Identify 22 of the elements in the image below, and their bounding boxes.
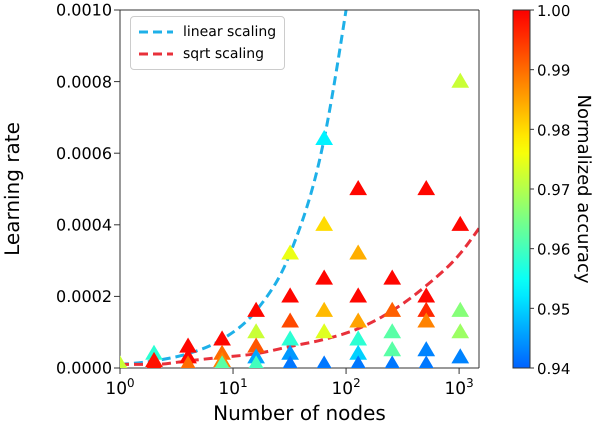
y-tick-label: 0.0004 — [56, 215, 112, 234]
color-bar-label: 0.94 — [537, 360, 570, 378]
x-tick-label: 10$^{1}$ — [218, 376, 248, 399]
legend-label: sqrt scaling — [183, 46, 264, 62]
x-axis-title: Number of nodes — [213, 401, 386, 425]
x-tick-label: 10$^{3}$ — [444, 376, 474, 399]
color-bar-label: 1.00 — [537, 2, 570, 20]
legend-label: linear scaling — [183, 24, 276, 40]
x-tick-label: 10$^{2}$ — [331, 376, 361, 399]
y-tick-label: 0.0000 — [56, 358, 112, 378]
y-axis-title: Learning rate — [0, 122, 24, 256]
color-bar-label: 0.98 — [537, 121, 570, 140]
x-tick-label: 10$^{0}$ — [105, 376, 135, 399]
color-bar-label: 0.99 — [537, 62, 570, 80]
y-tick-label: 0.0002 — [56, 287, 112, 306]
y-tick-label: 0.0008 — [56, 72, 112, 92]
color-bar-label: 0.96 — [537, 240, 570, 259]
y-tick-label: 0.0006 — [56, 144, 112, 163]
y-tick-label: 0.0010 — [56, 0, 112, 20]
color-bar-title: Normalized accuracy — [573, 94, 594, 284]
color-bar-label: 0.97 — [537, 181, 570, 199]
color-bar-label: 0.95 — [537, 300, 570, 318]
